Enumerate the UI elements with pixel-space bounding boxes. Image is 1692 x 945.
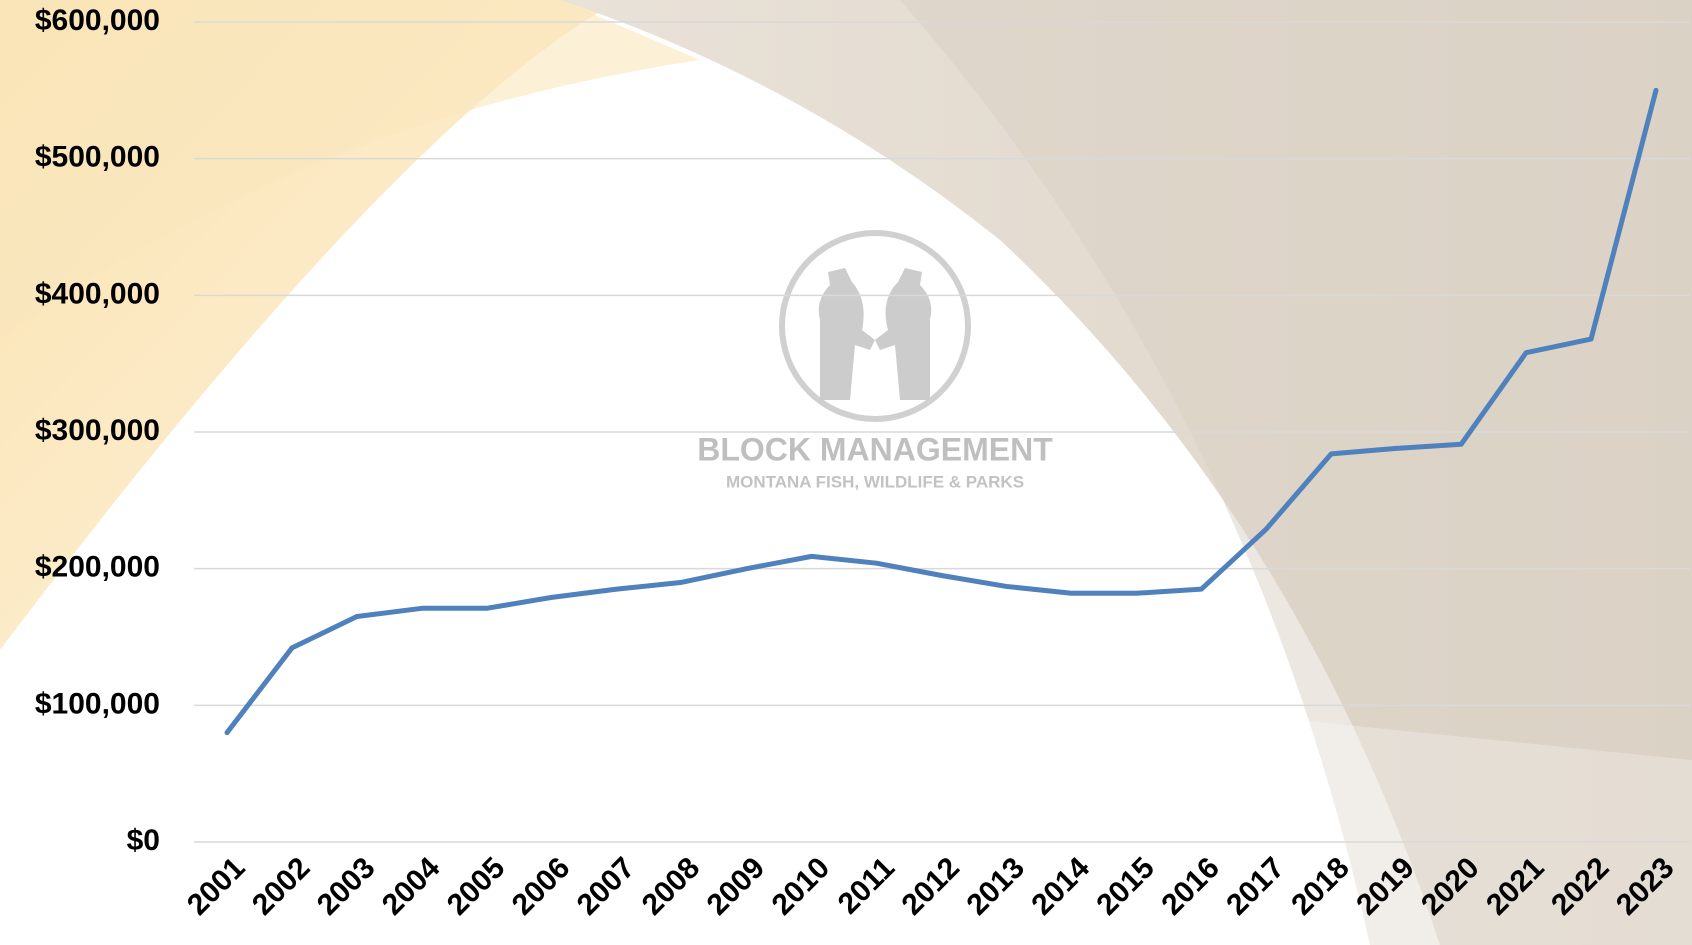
y-tick-label: $200,000 — [35, 551, 160, 584]
y-tick-label: $300,000 — [35, 414, 160, 447]
y-tick-label: $500,000 — [35, 141, 160, 174]
watermark-subtitle: MONTANA FISH, WILDLIFE & PARKS — [726, 472, 1024, 491]
watermark-title: BLOCK MANAGEMENT — [697, 431, 1053, 467]
y-tick-label: $600,000 — [35, 4, 160, 37]
y-tick-label: $0 — [127, 824, 160, 857]
y-tick-label: $100,000 — [35, 687, 160, 720]
y-tick-label: $400,000 — [35, 277, 160, 310]
watermark: BLOCK MANAGEMENT MONTANA FISH, WILDLIFE … — [697, 230, 1053, 491]
line-series — [224, 87, 1659, 736]
